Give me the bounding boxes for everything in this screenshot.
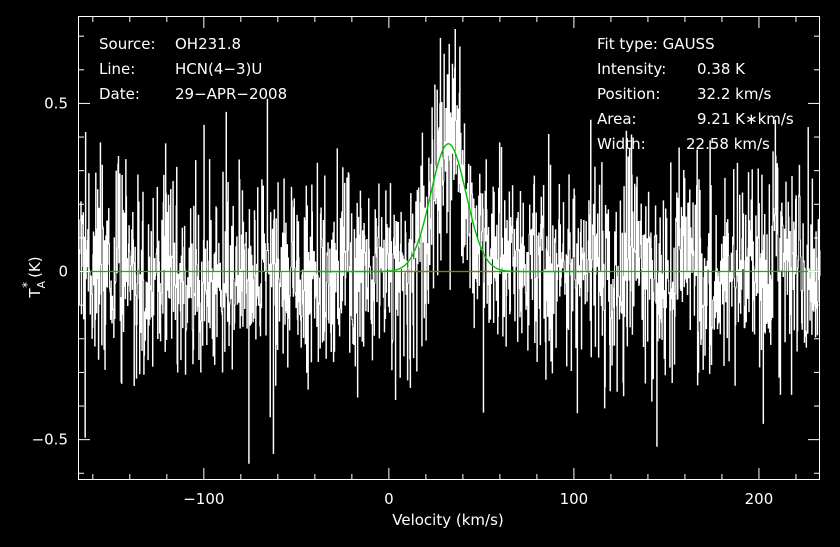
y-tick-label: 0.5 <box>44 94 68 112</box>
y-tick-label: −0.5 <box>32 431 68 449</box>
source-value: OH231.8 <box>175 35 242 53</box>
tick-labels-layer: −100 0 100 200 −0.5 0 0.5 <box>32 94 774 508</box>
x-tick-label: −100 <box>183 490 224 508</box>
spectrum-layer <box>77 28 821 464</box>
line-value: HCN(4−3)U <box>175 60 263 78</box>
fit-width-label: Width: <box>597 135 646 153</box>
svg-text:TA*(K): TA* (K) <box>20 256 48 298</box>
line-label: Line: <box>99 60 136 78</box>
fit-type-text: Fit type: GAUSS <box>597 35 715 53</box>
gaussian-fit-curve <box>314 143 583 273</box>
fit-intensity-value: 0.38 K <box>697 60 746 78</box>
date-value: 29−APR−2008 <box>175 85 288 103</box>
spectrum-line <box>77 28 821 464</box>
y-tick-label: 0 <box>58 263 68 281</box>
fit-position-label: Position: <box>597 85 661 103</box>
x-tick-label: 0 <box>384 490 394 508</box>
fit-layer <box>79 143 819 273</box>
x-tick-label: 100 <box>560 490 589 508</box>
y-axis-label-sub: A <box>35 280 48 288</box>
date-label: Date: <box>99 85 140 103</box>
x-tick-label: 200 <box>745 490 774 508</box>
plot-frame <box>78 16 820 480</box>
fit-width-value: 22.58 km/s <box>686 135 770 153</box>
ticks-layer <box>78 16 820 480</box>
y-axis-label-symbol: T <box>26 288 44 299</box>
x-axis-label: Velocity (km/s) <box>392 511 503 529</box>
y-axis-label: TA* (K) <box>20 256 48 298</box>
fit-area-label: Area: <box>597 110 637 128</box>
y-axis-label-sup: * <box>20 282 34 288</box>
fit-area-value: 9.21 K∗km/s <box>697 110 794 128</box>
source-label: Source: <box>99 35 156 53</box>
fit-position-value: 32.2 km/s <box>697 85 772 103</box>
fit-intensity-label: Intensity: <box>597 60 667 78</box>
y-axis-label-unit: (K) <box>26 256 44 278</box>
